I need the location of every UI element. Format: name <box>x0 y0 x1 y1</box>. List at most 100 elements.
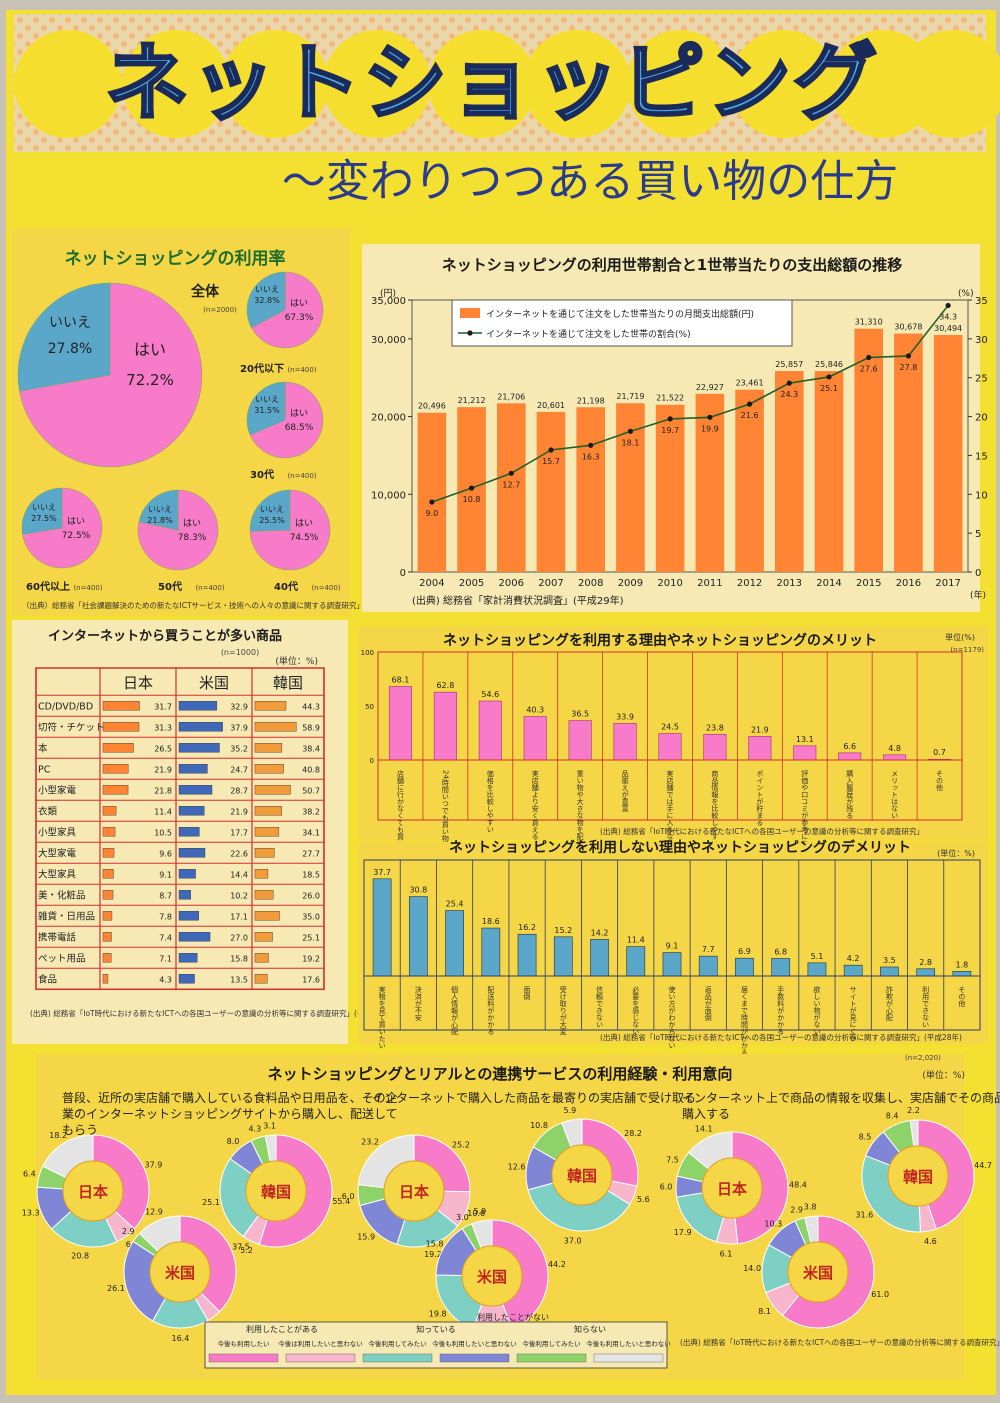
donut-hole <box>62 1160 124 1222</box>
title-circle <box>523 30 631 138</box>
merit-panel <box>358 626 988 840</box>
merit-title: ネットショッピングを利用する理由やネットショッピングのメリット <box>443 632 877 649</box>
spending-bar <box>735 389 764 572</box>
small-pie-yes-slice <box>251 271 324 349</box>
household-rate-label: 12.7 <box>502 480 520 489</box>
spending-bar <box>576 407 606 572</box>
merit-bar-label: 40.3 <box>526 705 544 714</box>
small-pie-no-value: 31.5% <box>254 406 280 415</box>
table-value-label: 27.0 <box>230 933 248 942</box>
table-row-label: PC <box>38 764 51 775</box>
small-pie-n: (n=400) <box>287 366 316 374</box>
table-value-bar <box>178 932 211 942</box>
demerit-category-label: 手数料がかかる <box>777 985 785 1035</box>
year-label: 2008 <box>578 578 603 589</box>
table-value-bar <box>254 932 273 942</box>
donut-segment-label: 55.4 <box>332 1197 350 1206</box>
household-rate-label: 27.8 <box>900 363 918 372</box>
small-pie-yes-label: はい <box>183 518 201 529</box>
merit-category-label: 実店舗より安く買える <box>531 769 539 840</box>
table-value-bar <box>102 827 116 837</box>
demerit-bar <box>445 910 464 977</box>
small-pie-caption: 40代 <box>274 580 298 593</box>
household-rate-label: 16.3 <box>582 452 600 461</box>
left-tick-label: 30,000 <box>371 335 406 346</box>
table-value-label: 14.4 <box>230 870 248 879</box>
small-pie-no-value: 21.8% <box>147 516 173 525</box>
poster-title: ネットショッピング <box>105 34 879 132</box>
demerit-bar-label: 4.2 <box>847 954 860 963</box>
merit-bar <box>883 754 907 761</box>
household-rate-label: 27.6 <box>860 365 878 374</box>
right-tick-label: 35 <box>975 296 988 307</box>
merit-frame <box>377 651 963 821</box>
donut-segment-label: 20.8 <box>71 1252 89 1261</box>
big-pie-yes-value: 72.2% <box>126 371 174 389</box>
spending-bar-label: 21,719 <box>616 392 644 401</box>
spending-bar-label: 31,310 <box>855 318 883 327</box>
table-value-label: 21.9 <box>230 807 248 816</box>
table-value-label: 7.8 <box>159 912 172 921</box>
table-row-label: 美・化粧品 <box>38 889 86 901</box>
table-row-label: 衣類 <box>38 805 58 817</box>
table-value-bar <box>254 743 283 753</box>
household-rate-point <box>667 416 673 422</box>
legend-group-label: 利用したことがある <box>246 1324 318 1334</box>
merit-category-label: 品揃えが豊富 <box>621 770 629 813</box>
legend-swatch-orange <box>460 308 480 318</box>
household-rate-label: 10.8 <box>463 495 481 504</box>
spending-bar <box>814 371 844 572</box>
merit-n: (n=1179) <box>950 646 984 654</box>
table-value-label: 37.9 <box>230 723 248 732</box>
table-value-label: 35.2 <box>230 744 248 753</box>
title-circles <box>14 30 1000 138</box>
products-title: インターネットから買うことが多い商品 <box>48 628 282 644</box>
table-value-bar <box>178 764 208 774</box>
household-rate-label: 34.3 <box>939 312 957 321</box>
table-value-label: 24.7 <box>230 765 248 774</box>
donut-segment-label: 6.0 <box>342 1192 355 1201</box>
donut-segment-label: 8.5 <box>859 1133 872 1142</box>
demerit-bar <box>626 946 646 977</box>
left-axis-unit: (円) <box>380 288 396 299</box>
table-value-label: 13.5 <box>230 975 248 984</box>
merit-tick-label: 50 <box>365 703 374 711</box>
small-pie-no-slice <box>246 381 286 436</box>
demerit-unit: (単位：%) <box>937 848 975 858</box>
demerit-category-label: 実物を見て買いたい <box>378 985 386 1049</box>
donut-segment-label: 12.6 <box>508 1163 526 1172</box>
demerit-category-label: 受け取りが大変 <box>559 985 567 1036</box>
table-row-label: 携帯電話 <box>38 931 77 943</box>
table-value-label: 10.5 <box>154 828 172 837</box>
table-value-bar <box>254 848 275 858</box>
table-value-bar <box>102 932 112 942</box>
year-label: 2014 <box>816 578 841 589</box>
merit-bar <box>523 716 547 761</box>
big-pie-no-label: いいえ <box>49 315 91 331</box>
year-label: 2005 <box>459 578 484 589</box>
table-col-header: 韓国 <box>273 674 303 692</box>
small-pie-yes-value: 78.3% <box>178 533 207 543</box>
omni-source: (出典) 総務省「IoT時代における新たなICTへの各国ユーザーの意識の分析等に… <box>680 1337 1000 1347</box>
small-pie-caption: 60代以上 <box>26 580 70 593</box>
table-value-bar <box>178 974 195 984</box>
donut-segment-label: 5.6 <box>637 1195 650 1204</box>
table-value-label: 17.6 <box>302 975 320 984</box>
table-value-label: 44.3 <box>302 702 320 711</box>
left-tick-label: 0 <box>400 568 406 579</box>
left-tick-label: 20,000 <box>371 413 406 424</box>
household-rate-point <box>905 353 912 359</box>
donut-group-caption: 普段、近所の実店舗で購入している食料品や日用品を、その企 <box>62 1090 398 1105</box>
demerit-bar <box>843 964 863 977</box>
table-row-label: 切符・チケット <box>38 721 105 733</box>
table-value-bar <box>102 764 129 774</box>
right-tick-label: 0 <box>975 568 981 579</box>
donut-segment-label: 10.3 <box>764 1219 782 1228</box>
merit-bar-label: 13.1 <box>796 735 814 744</box>
donut-country-label: 日本 <box>78 1183 108 1201</box>
table-value-label: 40.8 <box>302 765 320 774</box>
table-value-label: 21.8 <box>154 786 172 795</box>
demerit-bar-label: 15.2 <box>554 926 572 935</box>
demerit-bar-label: 37.7 <box>373 868 391 877</box>
